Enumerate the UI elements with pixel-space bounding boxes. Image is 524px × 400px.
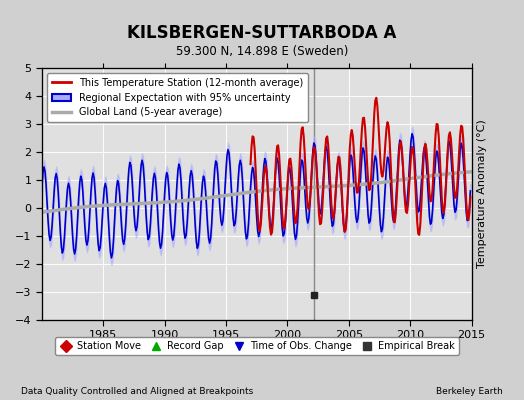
Text: 59.300 N, 14.898 E (Sweden): 59.300 N, 14.898 E (Sweden) — [176, 45, 348, 58]
Legend: This Temperature Station (12-month average), Regional Expectation with 95% uncer: This Temperature Station (12-month avera… — [47, 73, 308, 122]
Text: Data Quality Controlled and Aligned at Breakpoints: Data Quality Controlled and Aligned at B… — [21, 387, 253, 396]
Y-axis label: Temperature Anomaly (°C): Temperature Anomaly (°C) — [477, 120, 487, 268]
Text: KILSBERGEN-SUTTARBODA A: KILSBERGEN-SUTTARBODA A — [127, 24, 397, 42]
Text: Berkeley Earth: Berkeley Earth — [436, 387, 503, 396]
Legend: Station Move, Record Gap, Time of Obs. Change, Empirical Break: Station Move, Record Gap, Time of Obs. C… — [54, 337, 459, 355]
